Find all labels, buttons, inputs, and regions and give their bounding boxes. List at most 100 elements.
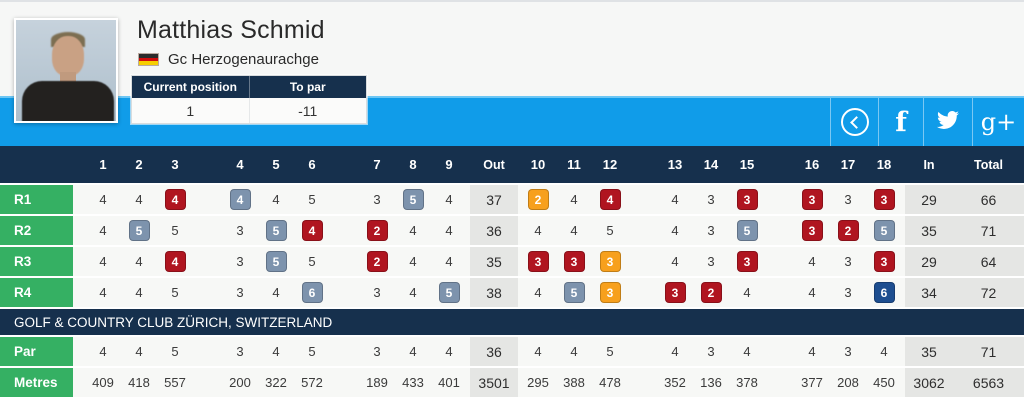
in-cell: 29: [905, 247, 953, 276]
hole-14-cell: 3: [707, 254, 715, 269]
hole-2-cell: 4: [135, 285, 143, 300]
hole-2-cell: 4: [135, 254, 143, 269]
eagle-badge: 2: [527, 189, 549, 210]
in-cell: 35: [905, 216, 953, 245]
round-label-r3: R3: [0, 247, 73, 276]
hole-15-cell: 5: [729, 220, 765, 241]
out-cell: 38: [470, 278, 518, 307]
hole-1-cell: 4: [99, 254, 107, 269]
total-cell: 66: [953, 185, 1024, 214]
hole-16-cell: 4: [808, 344, 816, 359]
birdie-badge: 4: [164, 189, 186, 210]
hole-12-cell: 5: [606, 344, 614, 359]
birdie-badge: 3: [664, 282, 686, 303]
hole-13-cell: 4: [671, 344, 679, 359]
facebook-share-button[interactable]: f: [878, 98, 923, 146]
hole-11-cell: 5: [556, 282, 592, 303]
birdie-badge: 3: [736, 251, 758, 272]
hole-6-cell: 6: [308, 157, 316, 172]
hole-12-cell: 4: [592, 189, 628, 210]
hole-6-cell: 5: [308, 344, 316, 359]
hole-17-cell: 3: [844, 192, 852, 207]
hole-7-cell: 3: [373, 192, 381, 207]
hole-8-cell: 433: [402, 375, 424, 390]
twitter-share-button[interactable]: [923, 98, 972, 146]
social-buttons: f g+: [830, 98, 1024, 146]
hole-4-cell: 3: [236, 254, 244, 269]
bogey-badge: 5: [265, 220, 287, 241]
hole-10-cell: 4: [534, 344, 542, 359]
hole-4-cell: 200: [229, 375, 251, 390]
in-cell: In: [923, 157, 935, 172]
position-table: Current position To par 1 -11: [131, 75, 367, 124]
hole-6-cell: 5: [308, 254, 316, 269]
hole-9-cell: 9: [445, 157, 453, 172]
scorecard: 1 2 3 4 5 6 7 8 9 Out 10 11 12 13 14 15 16 17 18 In Total R1 4…: [0, 146, 1024, 397]
bogey-badge: 5: [265, 251, 287, 272]
total-cell: 6563: [953, 368, 1024, 397]
hole-4-cell: 3: [236, 223, 244, 238]
current-position-label: Current position: [143, 80, 237, 94]
bogey-badge: 5: [128, 220, 150, 241]
hole-3-cell: 557: [164, 375, 186, 390]
out-cell: 36: [470, 216, 518, 245]
bogey-badge: 5: [402, 189, 424, 210]
hole-16-cell: 4: [808, 285, 816, 300]
hole-12-cell: 12: [602, 157, 618, 172]
birdie-badge: 2: [837, 220, 859, 241]
round-label-r1: R1: [0, 185, 73, 214]
total-cell: 71: [953, 337, 1024, 366]
in-cell: 29: [905, 185, 953, 214]
hole-17-cell: 17: [840, 157, 856, 172]
total-cell: Total: [974, 157, 1003, 172]
club-name: Gc Herzogenaurachge: [168, 51, 319, 68]
birdie-badge: 3: [801, 189, 823, 210]
round-label-r2: R2: [0, 216, 73, 245]
hole-15-cell: 3: [729, 189, 765, 210]
hole-11-cell: 4: [570, 192, 578, 207]
out-cell: 37: [470, 185, 518, 214]
hole-10-cell: 4: [534, 223, 542, 238]
hole-14-cell: 3: [707, 344, 715, 359]
hole-16-cell: 3: [794, 220, 830, 241]
photo-shirt: [22, 81, 114, 121]
back-button[interactable]: [830, 98, 878, 146]
hole-12-cell: 478: [599, 375, 621, 390]
birdie-badge: 2: [700, 282, 722, 303]
hole-4-cell: 3: [236, 344, 244, 359]
hole-12-cell: 5: [606, 223, 614, 238]
hole-16-cell: 4: [808, 254, 816, 269]
hole-4-cell: 4: [236, 157, 244, 172]
bogey-badge: 6: [301, 282, 323, 303]
par-label: Par: [0, 337, 73, 366]
hole-10-cell: 2: [520, 189, 556, 210]
hole-13-cell: 4: [671, 192, 679, 207]
hole-14-cell: 136: [700, 375, 722, 390]
hole-14-cell: 3: [707, 192, 715, 207]
metres-label: Metres: [0, 368, 73, 397]
bogey-badge: 4: [229, 189, 251, 210]
hole-15-cell: 4: [743, 344, 751, 359]
hole-5-cell: 5: [258, 251, 294, 272]
googleplus-share-button[interactable]: g+: [972, 98, 1024, 146]
hole-1-cell: 4: [99, 285, 107, 300]
birdie-badge: 3: [801, 220, 823, 241]
hole-6-cell: 572: [301, 375, 323, 390]
hole-17-cell: 208: [837, 375, 859, 390]
hole-15-cell: 4: [743, 285, 751, 300]
current-position-value: 1: [186, 102, 195, 119]
hole-1-cell: 409: [92, 375, 114, 390]
hole-8-cell: 4: [409, 344, 417, 359]
hole-10-cell: 4: [534, 285, 542, 300]
hole-10-cell: 3: [520, 251, 556, 272]
hole-13-cell: 352: [664, 375, 686, 390]
round-row-r2: R2 4 5 5 3 5 4 2 4 4 36 4 4 5 4 3 5 3 2 5 35 71: [0, 216, 1024, 245]
hole-14-cell: 2: [693, 282, 729, 303]
facebook-icon: f: [895, 106, 907, 138]
hole-2-cell: 4: [135, 344, 143, 359]
hole-18-cell: 450: [873, 375, 895, 390]
hole-16-cell: 3: [794, 189, 830, 210]
hole-6-cell: 5: [308, 192, 316, 207]
hole-9-cell: 4: [445, 223, 453, 238]
out-cell: Out: [483, 157, 505, 172]
